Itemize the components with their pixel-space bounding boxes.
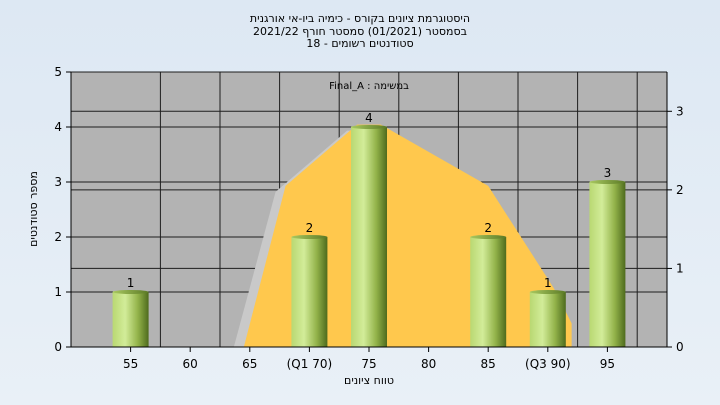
y-right-tick-label: 2: [676, 183, 684, 197]
x-tick-label: 65: [242, 357, 257, 371]
bar-75: [351, 127, 387, 347]
y-left-tick-label: 1: [54, 285, 62, 299]
bar-55: [112, 292, 149, 347]
y-left-tick-label: 3: [54, 175, 62, 189]
y-left-tick-label: 0: [54, 340, 62, 354]
assignment-label: Final_A : במשימה: [329, 81, 409, 92]
bar-top-90: [529, 290, 566, 294]
x-tick-label: 75: [361, 357, 376, 371]
bar-value-label-95: 3: [604, 166, 612, 180]
bar-top-75: [351, 125, 387, 129]
bar-85: [470, 237, 507, 347]
bar-95: [589, 182, 626, 347]
x-tick-label: 95: [600, 357, 615, 371]
y-axis-label: מספר סטודנטים: [27, 171, 40, 247]
y-left-tick-label: 4: [54, 120, 62, 134]
bars: [112, 125, 626, 347]
bar-top-70: [291, 235, 328, 239]
bar-90: [529, 292, 566, 347]
bar-value-labels: 1 2 4 2 1 3: [127, 111, 611, 290]
x-tick-label: 85: [481, 357, 496, 371]
y-right-tick-label: 3: [676, 104, 684, 118]
axes: 0 1 2 3 4 5 0 1 2 3 55 60 65 (Q1 70) 75 80 85 (Q3 90) 95: [54, 65, 683, 371]
y-right-tick-label: 0: [676, 340, 684, 354]
y-right-tick-label: 1: [676, 261, 684, 275]
x-tick-label: 55: [123, 357, 138, 371]
chart-title-line-2: בסמסטר (01/2021) סמסטר חורף 2021/22: [253, 25, 467, 38]
bar-value-label-70: 2: [306, 221, 314, 235]
x-tick-label: 60: [183, 357, 198, 371]
x-tick-label: (Q3 90): [525, 357, 571, 371]
bar-value-label-85: 2: [484, 221, 492, 235]
x-axis-label: טווח ציונים: [344, 374, 394, 387]
x-tick-label: (Q1 70): [287, 357, 333, 371]
bar-top-95: [589, 180, 626, 184]
bar-value-label-90: 1: [544, 276, 552, 290]
bar-value-label-55: 1: [127, 276, 135, 290]
bar-value-label-75: 4: [365, 111, 373, 125]
chart-title-line-1: היסטוגרמת ציונים בקורס - כימיה ביו-אי או…: [250, 12, 470, 25]
bar-top-55: [112, 290, 149, 294]
bar-70: [291, 237, 328, 347]
x-tick-label: 80: [421, 357, 436, 371]
y-left-tick-label: 2: [54, 230, 62, 244]
chart-title-line-3: סטודנטים רשומים - 18: [306, 37, 413, 50]
y-left-tick-label: 5: [54, 65, 62, 79]
bar-top-85: [470, 235, 507, 239]
